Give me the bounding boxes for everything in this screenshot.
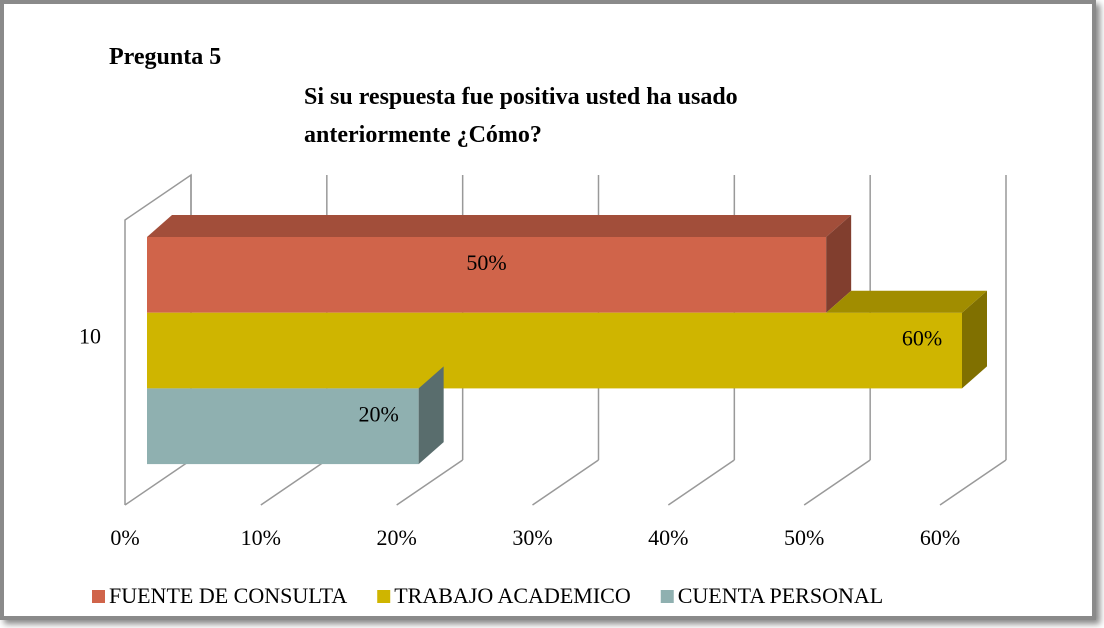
x-tick-label: 40% <box>648 525 688 550</box>
x-tick-label: 60% <box>920 525 960 550</box>
bar <box>147 312 962 389</box>
legend-swatch <box>377 590 391 603</box>
y-tick-label: 10 <box>79 324 101 349</box>
value-label: 20% <box>359 401 399 426</box>
heading: Pregunta 5 <box>109 44 222 70</box>
floor-line <box>124 459 192 506</box>
bar-end <box>962 290 987 389</box>
bar <box>147 237 827 313</box>
floor-line <box>939 459 1007 506</box>
bar-end <box>826 215 852 313</box>
legend-swatch <box>92 590 105 603</box>
floor-line <box>532 459 599 506</box>
floor-line <box>803 459 871 506</box>
legend-swatch <box>660 590 674 603</box>
legend-label: CUENTA PERSONAL <box>678 583 883 608</box>
x-tick-label: 30% <box>512 525 552 550</box>
value-label: 60% <box>902 326 942 351</box>
value-label: 50% <box>466 250 506 275</box>
chart-title: Si su respuesta fue positiva usted ha us… <box>304 84 738 148</box>
bar-top <box>147 215 852 237</box>
floor-line <box>396 459 464 506</box>
floor-line <box>667 459 735 506</box>
x-tick-label: 20% <box>377 525 417 550</box>
bar-top <box>826 290 987 313</box>
x-tick-label: 0% <box>110 525 139 550</box>
floor-line <box>260 459 328 506</box>
legend-label: TRABAJO ACADEMICO <box>394 583 631 608</box>
legend-label: FUENTE DE CONSULTA <box>109 583 347 608</box>
x-tick-label: 50% <box>784 525 824 550</box>
bar-end <box>418 366 444 465</box>
bar <box>147 388 419 465</box>
x-tick-label: 10% <box>241 525 281 550</box>
